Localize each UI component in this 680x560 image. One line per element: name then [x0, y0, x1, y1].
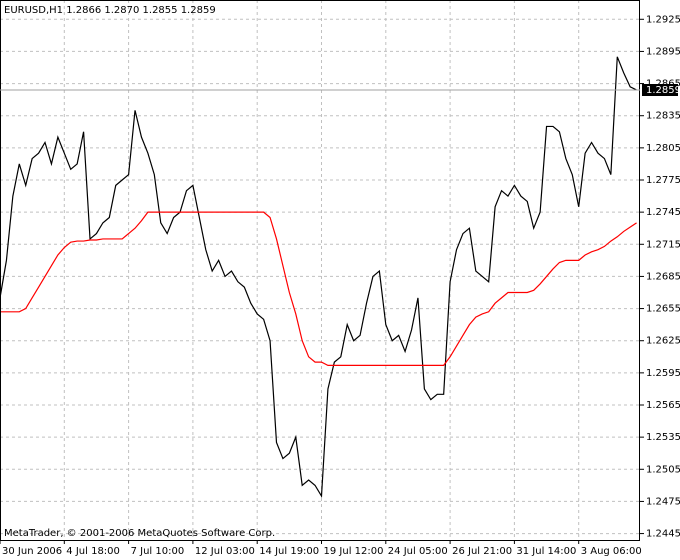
y-tick-label: 1.2505	[646, 464, 680, 475]
x-tick-label: 19 Jul 12:00	[324, 546, 384, 557]
current-price-label: 1.2859	[646, 85, 680, 96]
plot-frame	[0, 0, 640, 541]
y-tick-label: 1.2895	[646, 46, 680, 57]
footer: MetaTrader, © 2001-2006 MetaQuotes Softw…	[4, 528, 275, 539]
y-tick-label: 1.2835	[646, 111, 680, 122]
y-tick-label: 1.2775	[646, 175, 680, 186]
chart-title: EURUSD,H1 1.2866 1.2870 1.2855 1.2859	[4, 5, 216, 16]
y-tick-label: 1.2805	[646, 143, 680, 154]
x-tick-label: 14 Jul 19:00	[259, 546, 319, 557]
y-tick-label: 1.2745	[646, 207, 680, 218]
y-tick-label: 1.2685	[646, 271, 680, 282]
x-tick-label: 3 Aug 06:00	[581, 546, 642, 557]
x-tick-label: 24 Jul 05:00	[388, 546, 448, 557]
x-tick-label: 26 Jul 21:00	[452, 546, 512, 557]
y-tick-label: 1.2445	[646, 529, 680, 540]
price-line	[0, 56, 637, 499]
x-tick-label: 7 Jul 10:00	[131, 546, 185, 557]
series-layer	[0, 56, 637, 499]
y-tick-label: 1.2475	[646, 496, 680, 507]
x-tick-label: 30 Jun 2006	[2, 546, 62, 557]
y-tick-label: 1.2655	[646, 304, 680, 315]
current-price-box	[642, 84, 678, 96]
x-tick-label: 4 Jul 18:00	[66, 546, 120, 557]
y-tick-label: 1.2715	[646, 239, 680, 250]
y-tick-label: 1.2565	[646, 400, 680, 411]
x-tick-label: 31 Jul 14:00	[516, 546, 576, 557]
y-tick-label: 1.2925	[646, 14, 680, 25]
y-tick-label: 1.2535	[646, 432, 680, 443]
y-tick-label: 1.2595	[646, 368, 680, 379]
y-tick-label: 1.2625	[646, 336, 680, 347]
x-tick-label: 12 Jul 03:00	[195, 546, 255, 557]
price-line	[0, 211, 637, 366]
